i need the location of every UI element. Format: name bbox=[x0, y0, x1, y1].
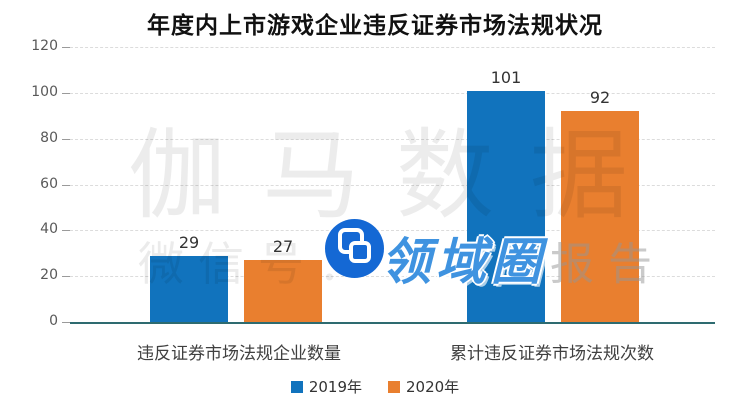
y-axis-tick-0 bbox=[62, 322, 70, 323]
bar-2019年-group2 bbox=[467, 90, 545, 322]
y-axis-tick-100 bbox=[62, 92, 70, 94]
x-axis-category-1: 违反证券市场法规企业数量 bbox=[137, 344, 341, 364]
legend-label-2019: 2019年 bbox=[308, 378, 362, 396]
y-axis-label-20: 20 bbox=[40, 267, 58, 284]
y-axis-tick-60 bbox=[62, 184, 70, 186]
x-axis-line bbox=[70, 322, 715, 324]
overlapping-squares-icon bbox=[325, 219, 384, 278]
watermark-logo-text: 领域圈 bbox=[381, 233, 546, 291]
bar-2020年-group2 bbox=[561, 111, 639, 322]
legend-item-2020: 2020年 bbox=[388, 376, 459, 397]
value-label-2019年-group1: 29 bbox=[178, 232, 200, 252]
value-label-2019年-group2: 101 bbox=[490, 67, 522, 87]
y-axis-tick-40 bbox=[62, 230, 70, 232]
y-axis-label-40: 40 bbox=[40, 221, 58, 238]
gridline-40 bbox=[70, 230, 715, 232]
y-axis-label-60: 60 bbox=[40, 175, 58, 192]
y-axis-tick-120 bbox=[62, 47, 70, 48]
legend-item-2019: 2019年 bbox=[290, 376, 362, 397]
watermark-report-text: 报告 bbox=[550, 239, 666, 290]
bar-2020年-group1 bbox=[244, 260, 322, 322]
logo-square-front bbox=[349, 241, 371, 263]
gridline-80 bbox=[70, 138, 715, 140]
gridline-120 bbox=[70, 47, 715, 48]
gridline-100 bbox=[70, 92, 715, 94]
legend: 2019年 2020年 bbox=[0, 376, 750, 397]
y-axis-label-100: 100 bbox=[31, 83, 58, 100]
chart-title: 年度内上市游戏企业违反证券市场法规状况 bbox=[147, 13, 603, 39]
x-axis-category-2: 累计违反证券市场法规次数 bbox=[450, 344, 654, 364]
gridline-20 bbox=[70, 276, 715, 278]
gridline-60 bbox=[70, 184, 715, 186]
legend-swatch-2019 bbox=[290, 380, 303, 393]
value-label-2020年-group1: 27 bbox=[272, 237, 294, 257]
y-axis-tick-20 bbox=[62, 276, 70, 278]
legend-swatch-2020 bbox=[388, 380, 400, 393]
bar-2019年-group1 bbox=[150, 255, 228, 322]
y-axis-tick-80 bbox=[62, 138, 70, 140]
watermark-brand-text: 伽马数据 bbox=[128, 119, 665, 233]
legend-label-2020: 2020年 bbox=[406, 378, 460, 396]
y-axis-label-120: 120 bbox=[31, 38, 58, 54]
y-axis-label-80: 80 bbox=[40, 129, 58, 146]
y-axis-label-0: 0 bbox=[49, 313, 58, 329]
value-label-2020年-group2: 92 bbox=[589, 88, 611, 108]
